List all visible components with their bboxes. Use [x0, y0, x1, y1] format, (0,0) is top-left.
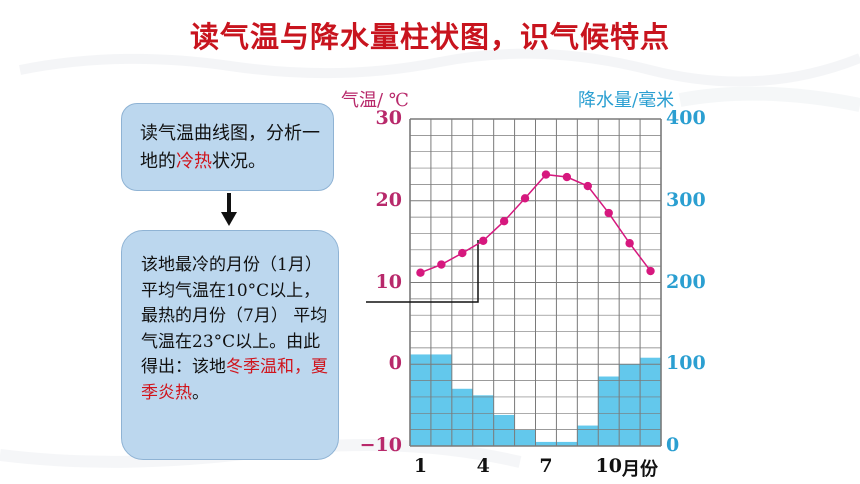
precip-tick-label: 0 — [666, 434, 680, 456]
temp-point-3 — [458, 248, 467, 258]
precip-bar-5 — [493, 414, 515, 446]
hint-box-temperature: 读气温曲线图，分析一地的冷热状况。 — [121, 103, 334, 191]
month-tick-label: 10 — [595, 455, 622, 477]
precip-bar-2 — [430, 354, 452, 446]
temp-point-9 — [583, 181, 592, 191]
precip-tick-label: 400 — [666, 107, 706, 129]
precip-bar-12 — [640, 357, 661, 446]
precip-tick-label: 100 — [666, 352, 706, 375]
temp-point-1 — [416, 268, 425, 277]
x-axis-unit-label: 月份 — [622, 459, 658, 480]
precip-bar-6 — [514, 429, 536, 446]
temp-point-5 — [499, 216, 509, 226]
temp-point-6 — [520, 194, 530, 203]
precip-bar-9 — [577, 425, 599, 446]
temp-point-10 — [604, 208, 613, 218]
precipitation-axis-label: 降水量/毫米 — [578, 90, 675, 111]
leader-line — [366, 240, 479, 303]
temp-point-11 — [625, 239, 634, 248]
hint-text: 读气温曲线图，分析一地的冷热状况。 — [140, 120, 325, 176]
conclusion-box: 该地最冷的月份（1月） 平均气温在10°C以上，最热的月份（7月） 平均气温在2… — [121, 230, 339, 460]
arrow-head-icon — [221, 212, 237, 226]
temperature-axis-label: 气温/ ℃ — [341, 90, 409, 111]
precip-bar-10 — [598, 376, 620, 446]
temp-tick-label: 30 — [375, 107, 402, 129]
precip-bar-11 — [619, 364, 641, 446]
precip-tick-label: 300 — [666, 188, 706, 211]
arrow-down-icon — [227, 193, 231, 215]
conclusion-text-part: 该地最冷的月份（1月） 平均气温在10°C以上，最热的月份（7月） 平均气温在2… — [141, 255, 328, 377]
precip-bar-8 — [556, 441, 578, 446]
precip-bar-3 — [451, 388, 473, 446]
temp-point-8 — [562, 172, 572, 182]
precip-bar-1 — [410, 354, 431, 446]
slide-title: 读气温与降水量柱状图，识气候特点 — [189, 20, 670, 54]
temp-point-7 — [541, 170, 551, 179]
month-tick-label: 4 — [476, 455, 490, 477]
month-tick-label: 1 — [413, 455, 428, 477]
precip-bar-7 — [535, 441, 557, 446]
conclusion-text: 该地最冷的月份（1月） 平均气温在10°C以上，最热的月份（7月） 平均气温在2… — [141, 253, 336, 406]
temp-tick-label: 20 — [375, 188, 402, 211]
conclusion-highlight: 冬季温和，夏季炎热 — [141, 357, 328, 403]
precip-bar-4 — [472, 395, 494, 446]
temp-tick-label: 10 — [375, 270, 402, 293]
month-tick-label: 7 — [539, 455, 553, 477]
hint-text-end: 状况。 — [212, 151, 266, 172]
temp-point-4 — [479, 236, 488, 246]
hint-text-part: 读气温曲线图，分析一地的 — [140, 123, 320, 172]
temp-tick-label: 0 — [388, 352, 402, 375]
conclusion-text-end: 。 — [192, 382, 209, 403]
temp-tick-label: −10 — [359, 434, 402, 456]
precip-tick-label: 200 — [666, 270, 706, 293]
hint-highlight: 冷热 — [176, 151, 212, 172]
temp-point-12 — [646, 266, 655, 276]
temp-point-2 — [437, 260, 446, 269]
